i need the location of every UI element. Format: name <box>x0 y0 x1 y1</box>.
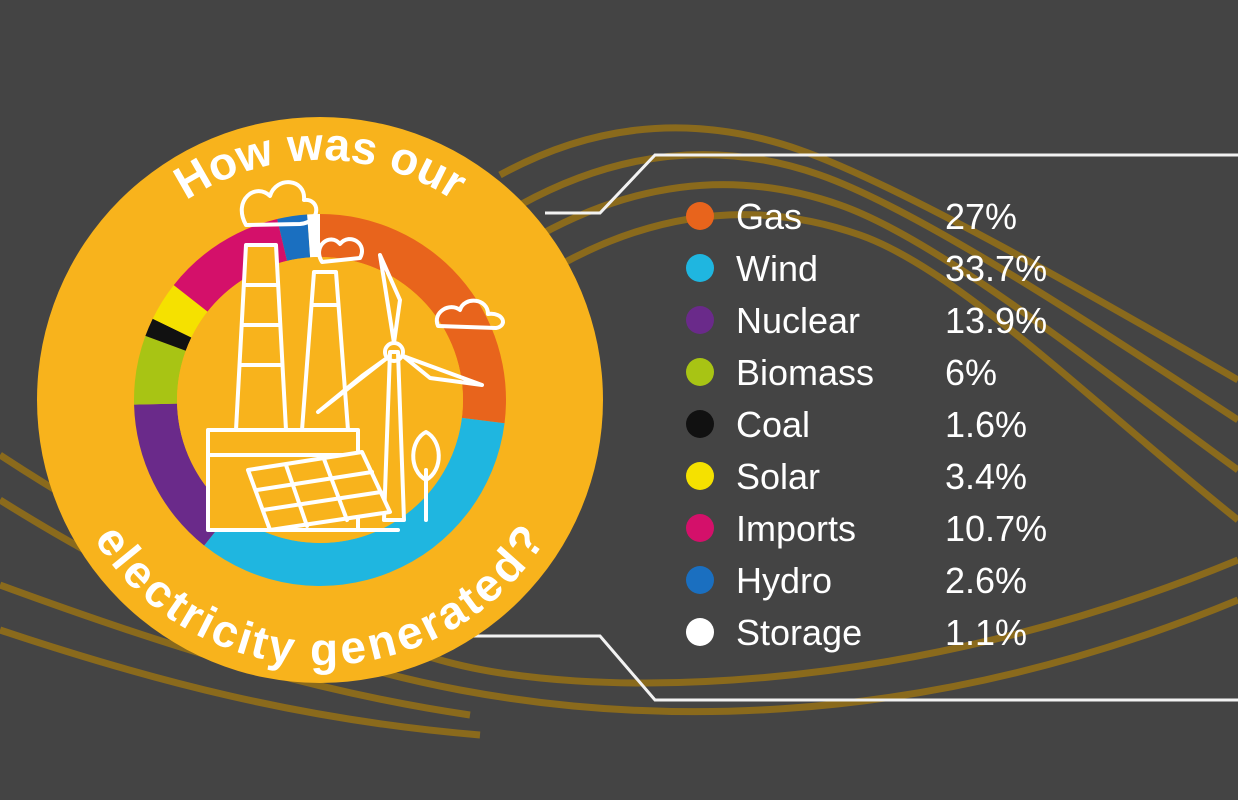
legend-frame <box>470 153 1238 702</box>
legend-swatch <box>686 306 714 334</box>
legend-value: 33.7% <box>945 248 1047 289</box>
legend-item-nuclear: Nuclear 13.9% <box>686 300 1047 341</box>
legend-item-gas: Gas 27% <box>686 196 1017 237</box>
legend-label: Storage <box>736 612 862 653</box>
donut-slice-solar <box>152 285 208 338</box>
legend-value: 2.6% <box>945 560 1027 601</box>
donut-slice-imports <box>173 219 288 312</box>
legend-label: Wind <box>736 248 818 289</box>
legend-swatch <box>686 254 714 282</box>
cloud-icon <box>434 298 505 330</box>
donut-slice-storage <box>307 214 320 258</box>
legend: Gas 27% Wind 33.7% Nuclear 13.9% Biomass 6% Coal… <box>686 196 1047 653</box>
legend-value: 13.9% <box>945 300 1047 341</box>
legend-swatch <box>686 358 714 386</box>
legend-value: 3.4% <box>945 456 1027 497</box>
wind-turbine-icon <box>316 253 484 522</box>
legend-value: 6% <box>945 352 997 393</box>
tree-icon <box>411 430 441 522</box>
legend-swatch <box>686 514 714 542</box>
legend-label: Gas <box>736 196 802 237</box>
legend-swatch <box>686 410 714 438</box>
chimney-icon <box>234 243 288 432</box>
legend-item-storage: Storage 1.1% <box>686 612 1027 653</box>
smoke-icon <box>239 180 319 227</box>
donut-slice-wind <box>204 417 505 587</box>
legend-label: Coal <box>736 404 810 445</box>
legend-item-coal: Coal 1.6% <box>686 404 1027 445</box>
legend-value: 10.7% <box>945 508 1047 549</box>
power-station-illustration <box>206 180 505 532</box>
legend-swatch <box>686 618 714 646</box>
legend-value: 1.1% <box>945 612 1027 653</box>
legend-label: Hydro <box>736 560 832 601</box>
legend-label: Nuclear <box>736 300 860 341</box>
legend-label: Imports <box>736 508 856 549</box>
legend-label: Biomass <box>736 352 874 393</box>
legend-item-wind: Wind 33.7% <box>686 248 1047 289</box>
legend-item-solar: Solar 3.4% <box>686 456 1027 497</box>
donut-slice-gas <box>320 214 506 424</box>
legend-value: 27% <box>945 196 1017 237</box>
legend-swatch <box>686 462 714 490</box>
legend-item-imports: Imports 10.7% <box>686 508 1047 549</box>
legend-value: 1.6% <box>945 404 1027 445</box>
donut-chart <box>134 214 506 587</box>
legend-swatch <box>686 202 714 230</box>
legend-label: Solar <box>736 456 820 497</box>
donut-slice-coal <box>145 318 192 351</box>
donut-slice-biomass <box>134 335 186 405</box>
smoke-icon <box>317 237 364 264</box>
legend-swatch <box>686 566 714 594</box>
badge: How was our electricity generated? <box>37 117 603 683</box>
solar-panel-icon <box>246 450 400 532</box>
legend-item-biomass: Biomass 6% <box>686 352 997 393</box>
legend-item-hydro: Hydro 2.6% <box>686 560 1027 601</box>
